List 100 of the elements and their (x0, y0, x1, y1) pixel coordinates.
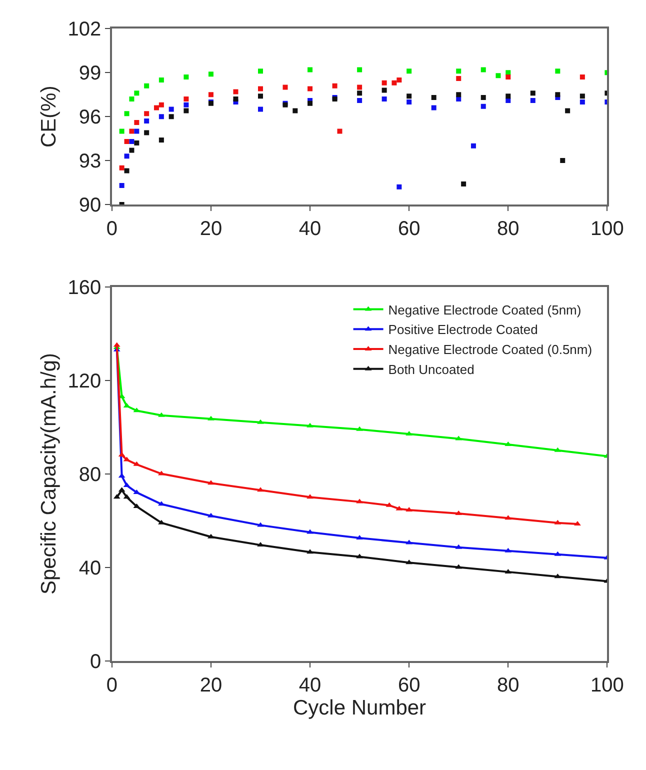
point (308, 100, 313, 106)
point (208, 534, 214, 538)
x-tick-label: 100 (590, 674, 624, 697)
y-axis-title: Specific Capacity(mA.h/g) (37, 352, 60, 595)
point (382, 80, 387, 86)
point (480, 67, 486, 72)
point (306, 494, 314, 499)
x-tick-label: 100 (590, 218, 624, 240)
point (129, 96, 134, 102)
x-tick-label: 20 (200, 218, 222, 240)
point (119, 128, 124, 134)
point (357, 84, 362, 90)
point (382, 88, 387, 93)
point (258, 68, 263, 74)
point (233, 96, 238, 102)
point (357, 98, 362, 103)
point (530, 98, 536, 103)
point (258, 94, 263, 99)
point (555, 92, 560, 98)
x-tick-label: 40 (298, 218, 322, 240)
point (431, 105, 436, 110)
point (308, 67, 313, 72)
point (580, 74, 585, 80)
y-tick-label: 90 (78, 194, 102, 216)
point (480, 95, 486, 100)
x-tick-label: 40 (298, 674, 322, 697)
point (282, 84, 288, 90)
x-axis-title: Cycle Number (293, 696, 426, 720)
x-tick-label: 60 (398, 218, 420, 240)
point (461, 181, 466, 186)
point (456, 96, 462, 102)
point (306, 422, 314, 428)
x-tick-label: 80 (497, 218, 520, 240)
point (506, 98, 511, 103)
y-tick-label: 40 (78, 557, 102, 580)
point (144, 130, 150, 136)
point (406, 68, 412, 74)
point (168, 114, 174, 120)
point (480, 104, 486, 109)
point (337, 128, 342, 134)
point (382, 96, 387, 102)
point (158, 138, 164, 143)
point (184, 102, 189, 108)
point (357, 90, 362, 96)
point (134, 140, 140, 146)
y-tick-label: 160 (68, 276, 102, 299)
legend-label: Positive Electrode Coated (388, 322, 538, 338)
x-tick-label: 20 (200, 674, 222, 697)
point (580, 94, 585, 99)
point (184, 108, 189, 114)
point (456, 92, 462, 98)
point (396, 184, 402, 190)
point (184, 96, 189, 102)
point (560, 158, 566, 164)
x-tick-label: 0 (106, 218, 118, 240)
y-tick-label: 120 (68, 370, 102, 392)
point (258, 106, 263, 112)
point (470, 143, 476, 148)
point (233, 89, 238, 94)
point (565, 108, 570, 114)
point (129, 138, 134, 144)
point (134, 120, 140, 125)
y-tick-label: 93 (78, 150, 102, 173)
point (208, 480, 214, 485)
point (308, 86, 313, 92)
point (506, 70, 511, 76)
point (134, 128, 140, 134)
point (119, 165, 124, 170)
legend-label: Negative Electrode Coated (5nm) (388, 302, 582, 318)
point (496, 73, 501, 78)
legend-label: Both Uncoated (388, 362, 474, 377)
legend-label: Negative Electrode Coated (0.5nm) (388, 342, 592, 358)
point (257, 419, 264, 424)
point (306, 549, 314, 554)
point (357, 67, 362, 72)
x-tick-label: 60 (398, 674, 420, 697)
point (158, 77, 164, 82)
x-tick-label: 80 (497, 674, 520, 697)
point (574, 521, 581, 526)
point (208, 512, 214, 518)
y-tick-label: 102 (68, 18, 102, 41)
y-tick-label: 0 (90, 650, 102, 673)
y-axis-title: CE(%) (37, 86, 60, 148)
point (456, 68, 462, 74)
point (257, 542, 264, 547)
point (124, 154, 130, 159)
point (144, 83, 150, 88)
point (119, 182, 124, 188)
point (208, 72, 214, 77)
point (184, 74, 189, 80)
point (168, 106, 174, 112)
point (506, 74, 511, 80)
point (257, 487, 264, 492)
point (134, 90, 140, 96)
point (124, 138, 130, 144)
point (208, 92, 214, 98)
point (154, 105, 159, 110)
point (208, 416, 214, 420)
point (257, 522, 264, 527)
point (456, 76, 462, 81)
